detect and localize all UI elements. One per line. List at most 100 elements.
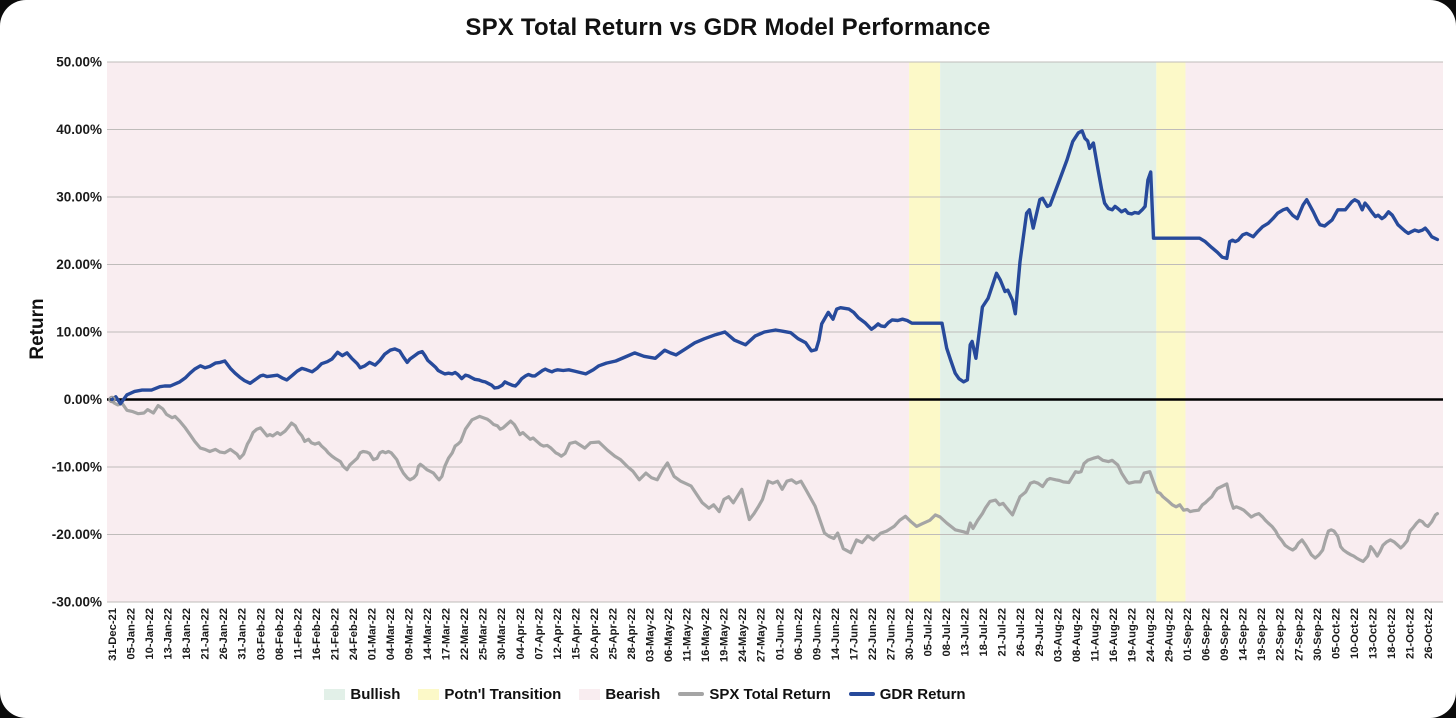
- x-tick-label: 26-Oct-22: [1423, 608, 1435, 659]
- x-tick-label: 08-Feb-22: [274, 608, 286, 660]
- x-tick-label: 18-Jul-22: [978, 608, 990, 657]
- legend-swatch-bullish: [324, 688, 346, 700]
- x-tick-label: 29-Jul-22: [1034, 608, 1046, 657]
- x-tick-label: 16-Aug-22: [1108, 608, 1120, 662]
- chart-title: SPX Total Return vs GDR Model Performanc…: [465, 14, 991, 41]
- x-tick-label: 05-Jul-22: [923, 608, 935, 657]
- x-tick-label: 01-Sep-22: [1182, 608, 1194, 661]
- x-tick-label: 09-Jun-22: [811, 608, 823, 660]
- x-tick-label: 21-Jul-22: [997, 608, 1009, 657]
- legend-swatch-spx-total-return: [678, 692, 705, 696]
- x-tick-label: 28-Apr-22: [626, 608, 638, 660]
- x-tick-label: 14-Sep-22: [1238, 608, 1250, 661]
- spx-total-return-line: [110, 397, 1440, 564]
- legend-label: SPX Total Return: [709, 685, 831, 703]
- legend-item-bullish: Bullish: [324, 686, 400, 703]
- x-tick-label: 20-Apr-22: [589, 608, 601, 660]
- x-tick-label: 11-May-22: [682, 608, 694, 661]
- x-tick-label: 15-Apr-22: [570, 608, 582, 660]
- x-tick-label: 10-Oct-22: [1349, 608, 1361, 659]
- x-tick-label: 22-Jun-22: [867, 608, 879, 660]
- y-tick-label: 40.00%: [56, 122, 102, 137]
- x-tick-label: 25-Apr-22: [607, 608, 619, 660]
- x-tick-label: 05-Oct-22: [1330, 608, 1342, 659]
- x-tick-label: 21-Feb-22: [329, 608, 341, 660]
- y-tick-label: 0.00%: [64, 392, 102, 407]
- x-tick-label: 16-May-22: [700, 608, 712, 662]
- x-tick-label: 25-Mar-22: [478, 608, 490, 660]
- x-tick-label: 11-Feb-22: [292, 608, 304, 660]
- x-tick-label: 04-Apr-22: [515, 608, 527, 660]
- x-tick-label: 08-Aug-22: [1071, 608, 1083, 662]
- x-tick-label: 13-Jul-22: [960, 608, 972, 657]
- x-tick-label: 06-Sep-22: [1201, 608, 1213, 661]
- x-tick-label: 26-Jul-22: [1015, 608, 1027, 657]
- x-tick-label: 10-Jan-22: [144, 608, 156, 660]
- y-tick-label: -10.00%: [52, 460, 102, 475]
- x-tick-label: 11-Aug-22: [1089, 608, 1101, 661]
- x-tick-label: 06-May-22: [663, 608, 675, 662]
- x-tick-label: 14-Jun-22: [830, 608, 842, 660]
- x-tick-label: 27-Sep-22: [1293, 608, 1305, 661]
- y-tick-label: -20.00%: [52, 527, 102, 542]
- x-tick-label: 03-May-22: [645, 608, 657, 662]
- x-tick-label: 24-May-22: [737, 608, 749, 662]
- legend-label: Bearish: [605, 685, 661, 703]
- x-tick-label: 21-Jan-22: [200, 608, 212, 660]
- x-tick-label: 13-Jan-22: [163, 608, 175, 660]
- legend-item-spx-total-return: SPX Total Return: [678, 685, 831, 703]
- x-tick-label: 12-Apr-22: [552, 608, 564, 660]
- x-tick-label: 05-Jan-22: [126, 608, 138, 660]
- legend-label: Bullish: [350, 685, 401, 703]
- series-start-marker: [108, 395, 116, 404]
- legend-label: GDR Return: [879, 685, 966, 703]
- legend-swatch-bearish: [579, 688, 601, 700]
- legend-item-bearish: Bearish: [579, 686, 660, 703]
- x-tick-label: 19-May-22: [719, 608, 731, 662]
- legend-swatch-gdr-return: [848, 692, 875, 696]
- x-tick-label: 18-Jan-22: [181, 608, 193, 660]
- x-tick-label: 26-Jan-22: [218, 608, 230, 660]
- x-tick-label: 30-Mar-22: [496, 608, 508, 660]
- x-tick-label: 29-Aug-22: [1164, 608, 1176, 662]
- x-tick-label: 07-Apr-22: [533, 608, 545, 660]
- x-tick-label: 21-Oct-22: [1404, 608, 1416, 659]
- x-tick-label: 03-Aug-22: [1052, 608, 1064, 662]
- legend-swatch-potn-l-transition: [418, 688, 440, 700]
- x-tick-label: 24-Aug-22: [1145, 608, 1157, 662]
- x-tick-label: 09-Sep-22: [1219, 608, 1231, 661]
- x-tick-label: 01-Jun-22: [774, 608, 786, 660]
- y-tick-label: 10.00%: [56, 325, 102, 340]
- x-tick-label: 06-Jun-22: [793, 608, 805, 660]
- x-tick-label: 24-Feb-22: [348, 608, 360, 660]
- x-tick-label: 14-Mar-22: [422, 608, 434, 660]
- x-tick-label: 03-Feb-22: [255, 608, 267, 660]
- chart-legend: Bullish Potn'l Transition Bearish SPX Total…: [0, 679, 1373, 709]
- x-tick-label: 31-Jan-22: [237, 608, 249, 660]
- x-tick-label: 27-May-22: [756, 608, 768, 662]
- x-tick-label: 09-Mar-22: [404, 608, 416, 660]
- x-tick-label: 18-Oct-22: [1386, 608, 1398, 659]
- x-tick-label: 01-Mar-22: [366, 608, 378, 660]
- x-tick-label: 19-Aug-22: [1126, 608, 1138, 662]
- x-tick-label: 08-Jul-22: [941, 608, 953, 657]
- x-tick-label: 30-Sep-22: [1312, 608, 1324, 661]
- legend-item-potn-l-transition: Potn'l Transition: [418, 686, 561, 703]
- x-tick-label: 13-Oct-22: [1367, 608, 1379, 659]
- legend-label: Potn'l Transition: [444, 685, 562, 703]
- x-tick-label: 27-Jun-22: [885, 608, 897, 660]
- x-tick-label: 16-Feb-22: [311, 608, 323, 660]
- x-tick-label: 17-Mar-22: [441, 608, 453, 660]
- y-tick-label: 30.00%: [56, 190, 102, 205]
- x-tick-label: 22-Mar-22: [459, 608, 471, 660]
- legend-item-gdr-return: GDR Return: [848, 685, 966, 703]
- x-tick-label: 30-Jun-22: [904, 608, 916, 660]
- y-tick-label: -30.00%: [52, 595, 102, 610]
- x-tick-label: 22-Sep-22: [1275, 608, 1287, 661]
- gdr-return-line: [110, 129, 1440, 406]
- x-tick-label: 19-Sep-22: [1256, 608, 1268, 661]
